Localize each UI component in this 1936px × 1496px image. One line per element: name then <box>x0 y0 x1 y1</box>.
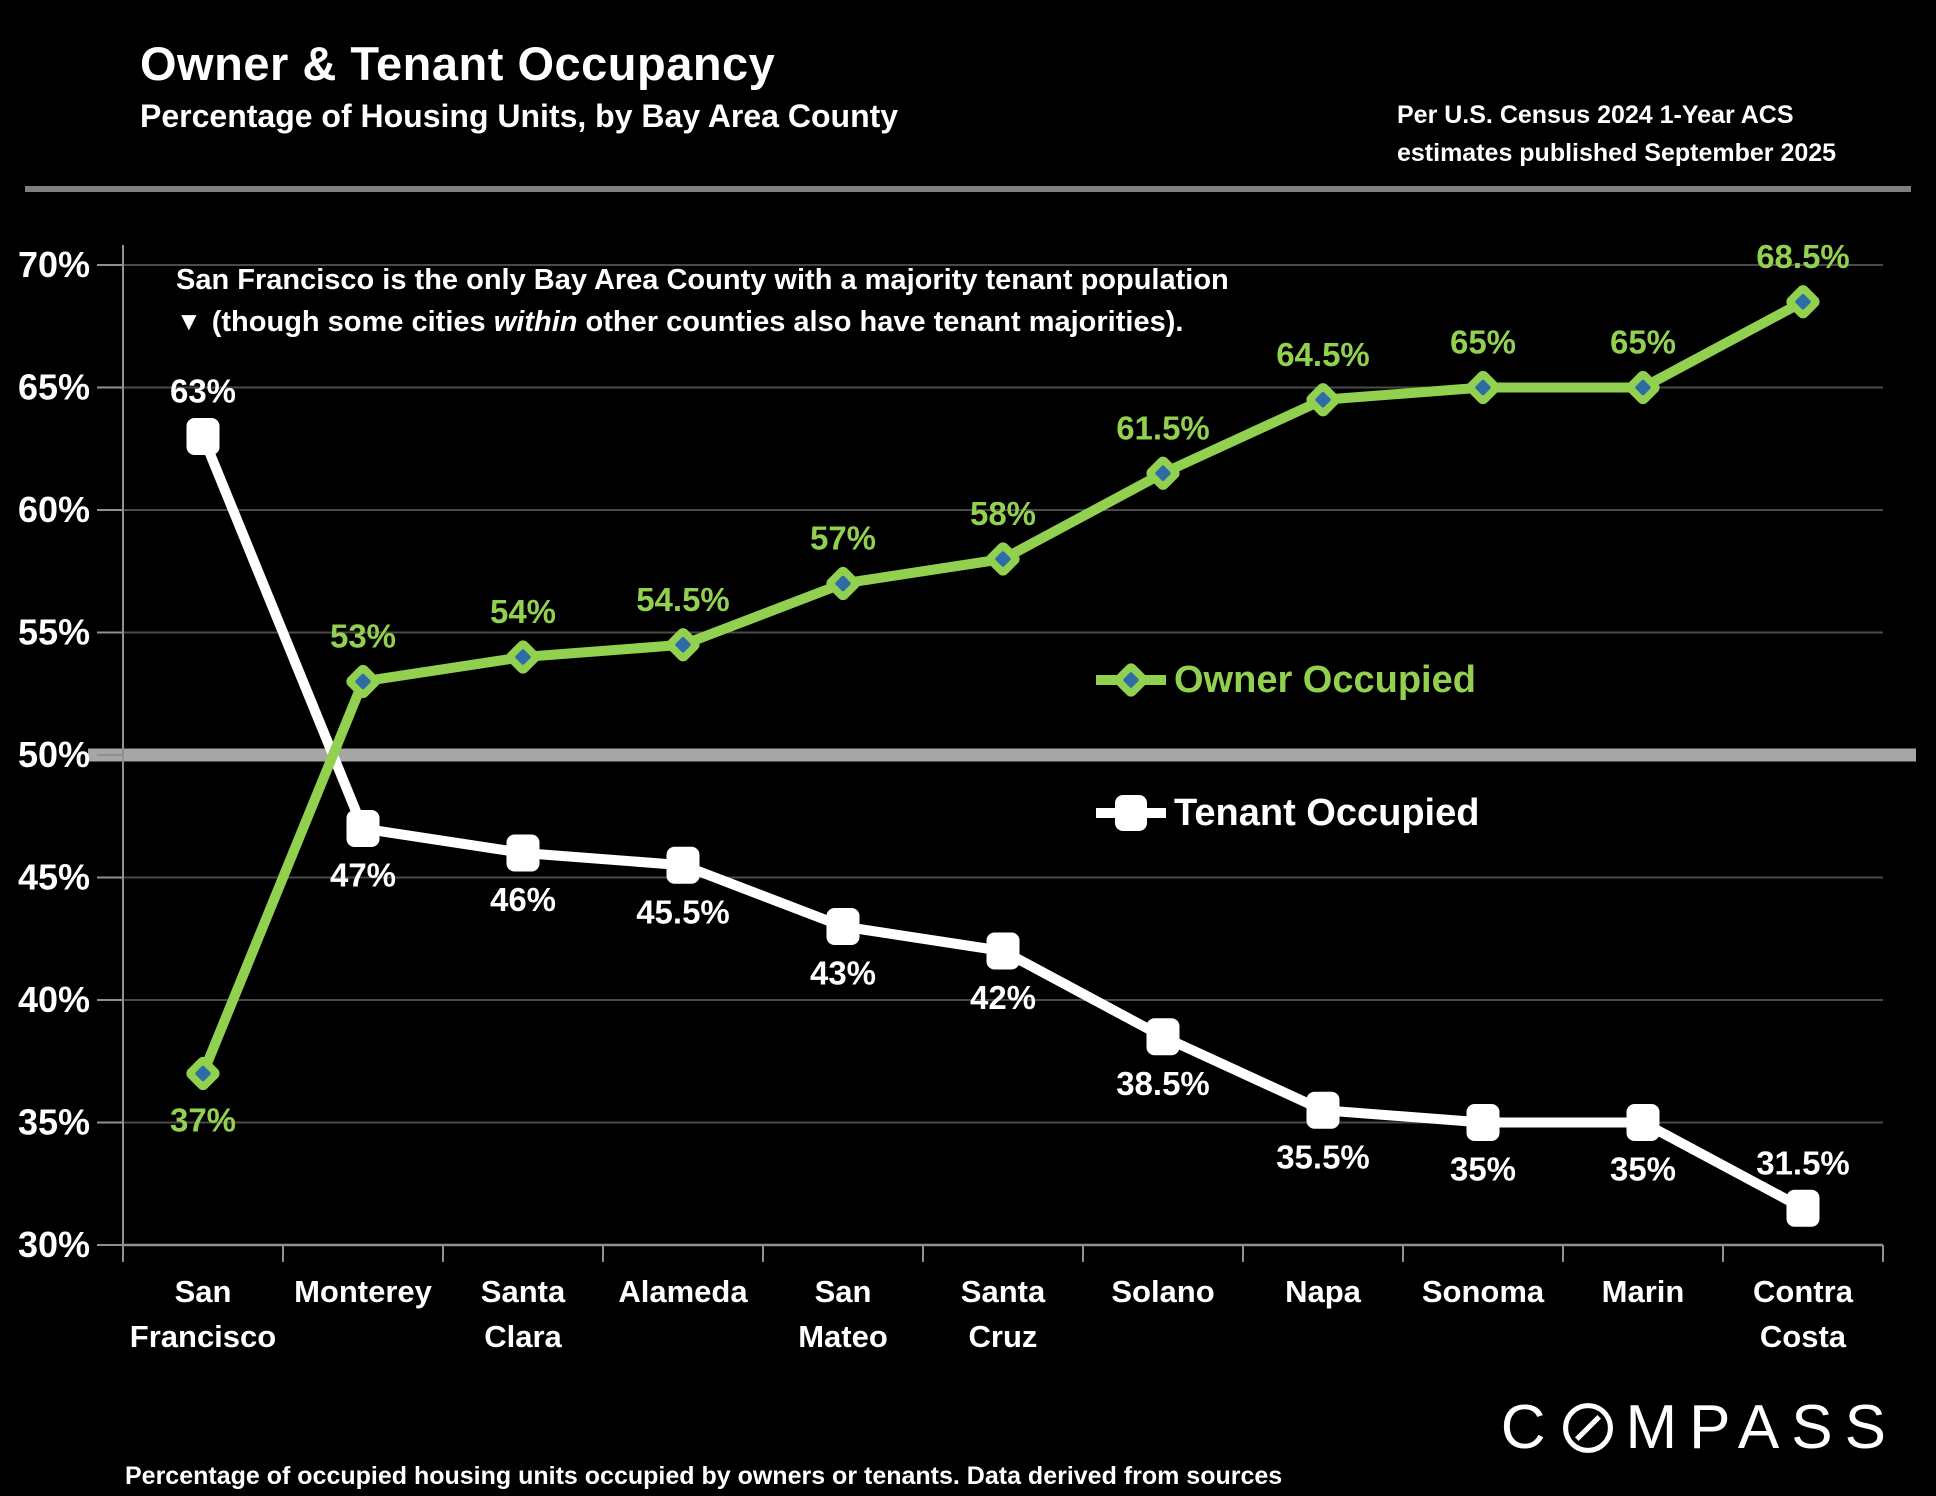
x-axis-label: Costa <box>1760 1319 1847 1354</box>
tenant-marker <box>986 932 1020 970</box>
x-axis-label: Alameda <box>618 1274 748 1309</box>
owner-data-label: 64.5% <box>1276 336 1370 373</box>
owner-marker-inner <box>675 637 691 653</box>
annotation-line2-post: other counties also have tenant majoriti… <box>577 306 1184 338</box>
legend-owner-label: Owner Occupied <box>1174 658 1476 701</box>
y-axis-label: 35% <box>18 1102 90 1143</box>
owner-marker-inner <box>1635 379 1651 396</box>
source-credit: Per U.S. Census 2024 1-Year ACS estimate… <box>1397 96 1836 172</box>
annotation-line2-italic: within <box>493 306 578 338</box>
tenant-marker <box>826 908 860 945</box>
y-axis-label: 40% <box>18 979 90 1020</box>
tenant-data-label: 47% <box>330 857 396 894</box>
tenant-data-label: 38.5% <box>1116 1065 1210 1102</box>
owner-marker-inner <box>195 1065 211 1082</box>
legend-tenant-occupied: Tenant Occupied <box>1094 785 1479 841</box>
x-axis-label: Napa <box>1285 1274 1362 1309</box>
header-divider <box>25 186 1911 192</box>
page-title: Owner & Tenant Occupancy <box>140 37 776 90</box>
y-axis-label: 45% <box>18 857 90 898</box>
annotation-line2-pre: (though some cities <box>211 306 494 338</box>
tenant-marker <box>346 810 380 847</box>
x-axis-label: San <box>175 1274 232 1309</box>
disclaimer-line1: Percentage of occupied housing units occ… <box>125 1462 1283 1490</box>
owner-marker-inner <box>835 575 851 592</box>
owner-marker-inner <box>355 673 371 690</box>
x-axis-label: Sonoma <box>1422 1274 1545 1309</box>
tenant-data-label: 42% <box>970 979 1036 1016</box>
tenant-marker <box>666 846 700 884</box>
owner-data-label: 54% <box>490 593 556 630</box>
logo-text-after: MPASS <box>1625 1393 1898 1462</box>
down-triangle-icon: ▼ <box>176 306 202 336</box>
x-axis-label: Solano <box>1111 1274 1214 1309</box>
owner-marker-inner <box>1475 379 1491 396</box>
x-axis-label: Monterey <box>294 1274 433 1309</box>
legend-tenant-label: Tenant Occupied <box>1174 791 1480 834</box>
owner-data-label: 65% <box>1450 324 1516 361</box>
tenant-data-label: 35.5% <box>1276 1138 1370 1175</box>
owner-marker-inner <box>1155 465 1171 481</box>
x-axis-label: Contra <box>1753 1274 1854 1309</box>
x-axis-label: San <box>815 1274 872 1309</box>
x-axis-label: Mateo <box>798 1319 888 1354</box>
tenant-marker <box>1466 1104 1500 1141</box>
owner-series-marker-icon <box>1096 663 1166 697</box>
y-axis-label: 30% <box>18 1224 90 1265</box>
owner-marker-inner <box>515 649 531 665</box>
y-axis-label: 65% <box>18 367 90 408</box>
page-subtitle: Percentage of Housing Units, by Bay Area… <box>140 98 899 134</box>
source-credit-line2: estimates published September 2025 <box>1397 139 1837 167</box>
tenant-marker <box>506 834 540 872</box>
owner-marker-inner <box>1315 392 1331 408</box>
tenant-data-label: 45.5% <box>636 893 730 930</box>
tenant-data-label: 35% <box>1610 1151 1676 1188</box>
x-axis-label: Francisco <box>130 1319 276 1354</box>
x-axis-label: Clara <box>484 1319 562 1354</box>
logo-text-before: C <box>1500 1393 1558 1462</box>
tenant-marker <box>1146 1018 1180 1056</box>
x-axis-label: Cruz <box>969 1319 1038 1354</box>
compass-o-mark-icon <box>1562 1402 1613 1453</box>
tenant-marker <box>1306 1091 1340 1129</box>
owner-data-label: 61.5% <box>1116 409 1210 446</box>
owner-data-label: 68.5% <box>1756 238 1850 275</box>
legend-owner-occupied: Owner Occupied <box>1094 652 1476 708</box>
owner-data-label: 58% <box>970 495 1036 532</box>
x-axis-label: Santa <box>481 1274 566 1309</box>
tenant-data-label: 43% <box>810 955 876 992</box>
majority-50pct-band <box>88 748 1916 762</box>
annotation-line1: San Francisco is the only Bay Area Count… <box>176 264 1229 296</box>
x-axis-label: Santa <box>961 1274 1046 1309</box>
y-axis-label: 70% <box>18 244 90 285</box>
disclaimer: Percentage of occupied housing units occ… <box>125 1386 1282 1496</box>
tenant-data-label: 35% <box>1450 1151 1516 1188</box>
owner-data-label: 57% <box>810 520 876 557</box>
chart-annotation: San Francisco is the only Bay Area Count… <box>176 260 1229 343</box>
tenant-series-marker-icon <box>1096 795 1166 831</box>
owner-data-label: 37% <box>170 1102 236 1139</box>
tenant-marker <box>1786 1189 1820 1227</box>
annotation-line2: ▼ (though some cities within other counti… <box>176 301 1229 343</box>
owner-marker-inner <box>995 551 1011 567</box>
tenant-marker <box>186 418 220 455</box>
tenant-data-label: 46% <box>490 881 556 918</box>
y-axis-label: 50% <box>18 734 90 775</box>
x-axis-label: Marin <box>1602 1274 1685 1309</box>
owner-data-label: 65% <box>1610 324 1676 361</box>
compass-logo: C MPASS <box>1501 1392 1898 1463</box>
tenant-data-label: 63% <box>170 373 236 410</box>
owner-data-label: 53% <box>330 618 396 655</box>
owner-data-label: 54.5% <box>636 581 730 618</box>
y-axis-label: 55% <box>18 612 90 653</box>
tenant-data-label: 31.5% <box>1756 1144 1850 1181</box>
owner-marker-inner <box>1795 294 1811 310</box>
y-axis-label: 60% <box>18 489 90 530</box>
source-credit-line1: Per U.S. Census 2024 1-Year ACS <box>1397 101 1794 129</box>
tenant-marker <box>1626 1104 1660 1141</box>
